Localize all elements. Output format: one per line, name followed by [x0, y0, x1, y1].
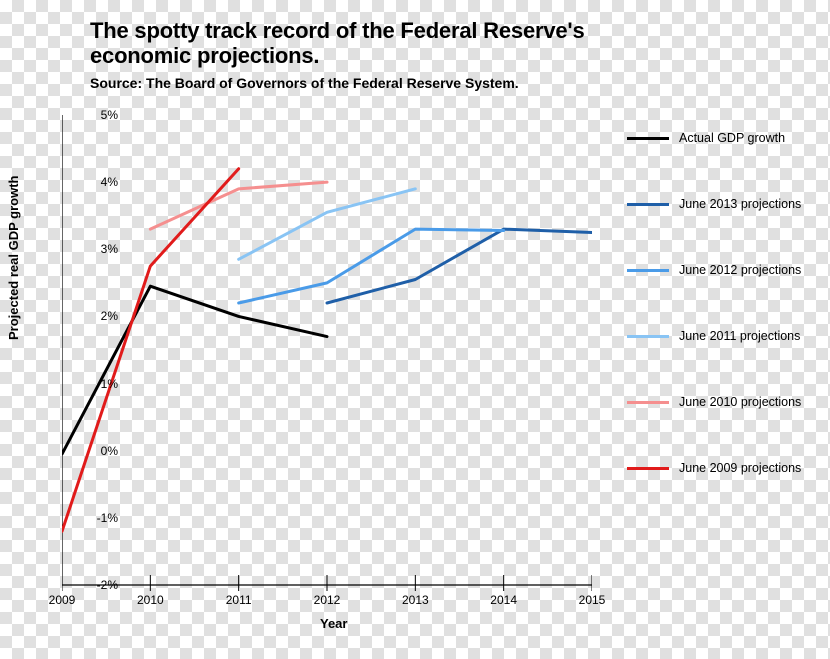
chart-svg	[62, 115, 592, 615]
x-tick-label: 2011	[226, 593, 252, 607]
y-axis-label: Projected real GDP growth	[6, 176, 21, 340]
legend-item: June 2011 projections	[627, 326, 827, 346]
series-line	[239, 189, 416, 260]
series-line	[62, 169, 239, 532]
legend-item: June 2012 projections	[627, 260, 827, 280]
chart-subtitle: Source: The Board of Governors of the Fe…	[90, 75, 650, 91]
series-line	[150, 182, 327, 229]
legend-swatch	[627, 335, 669, 338]
x-axis-label: Year	[320, 616, 347, 631]
legend-swatch	[627, 137, 669, 140]
y-tick-label: 0%	[72, 444, 118, 458]
legend-item: June 2010 projections	[627, 392, 827, 412]
legend-swatch	[627, 269, 669, 272]
x-tick-label: 2014	[490, 593, 517, 607]
legend-item: June 2013 projections	[627, 194, 827, 214]
y-tick-label: 5%	[72, 108, 118, 122]
x-tick-label: 2013	[402, 593, 429, 607]
y-tick-label: -2%	[72, 578, 118, 592]
legend-swatch	[627, 203, 669, 206]
legend-swatch	[627, 401, 669, 404]
x-tick-label: 2012	[314, 593, 341, 607]
legend-swatch	[627, 467, 669, 470]
legend-item: June 2009 projections	[627, 458, 827, 478]
legend-item: Actual GDP growth	[627, 128, 827, 148]
title-block: The spotty track record of the Federal R…	[90, 18, 650, 91]
legend-label: June 2011 projections	[679, 329, 800, 343]
y-tick-label: 1%	[72, 377, 118, 391]
y-tick-label: 4%	[72, 175, 118, 189]
chart-plot-area: -2%-1%0%1%2%3%4%5%2009201020112012201320…	[62, 115, 592, 585]
legend-label: June 2010 projections	[679, 395, 801, 409]
y-tick-label: 3%	[72, 242, 118, 256]
chart-title: The spotty track record of the Federal R…	[90, 18, 650, 69]
x-tick-label: 2009	[49, 593, 76, 607]
series-line	[327, 229, 592, 303]
x-tick-label: 2015	[579, 593, 606, 607]
legend-label: June 2012 projections	[679, 263, 801, 277]
legend: Actual GDP growth June 2013 projections …	[627, 128, 827, 524]
y-tick-label: 2%	[72, 309, 118, 323]
legend-label: Actual GDP growth	[679, 131, 785, 145]
legend-label: June 2009 projections	[679, 461, 801, 475]
y-tick-label: -1%	[72, 511, 118, 525]
legend-label: June 2013 projections	[679, 197, 801, 211]
x-tick-label: 2010	[137, 593, 164, 607]
